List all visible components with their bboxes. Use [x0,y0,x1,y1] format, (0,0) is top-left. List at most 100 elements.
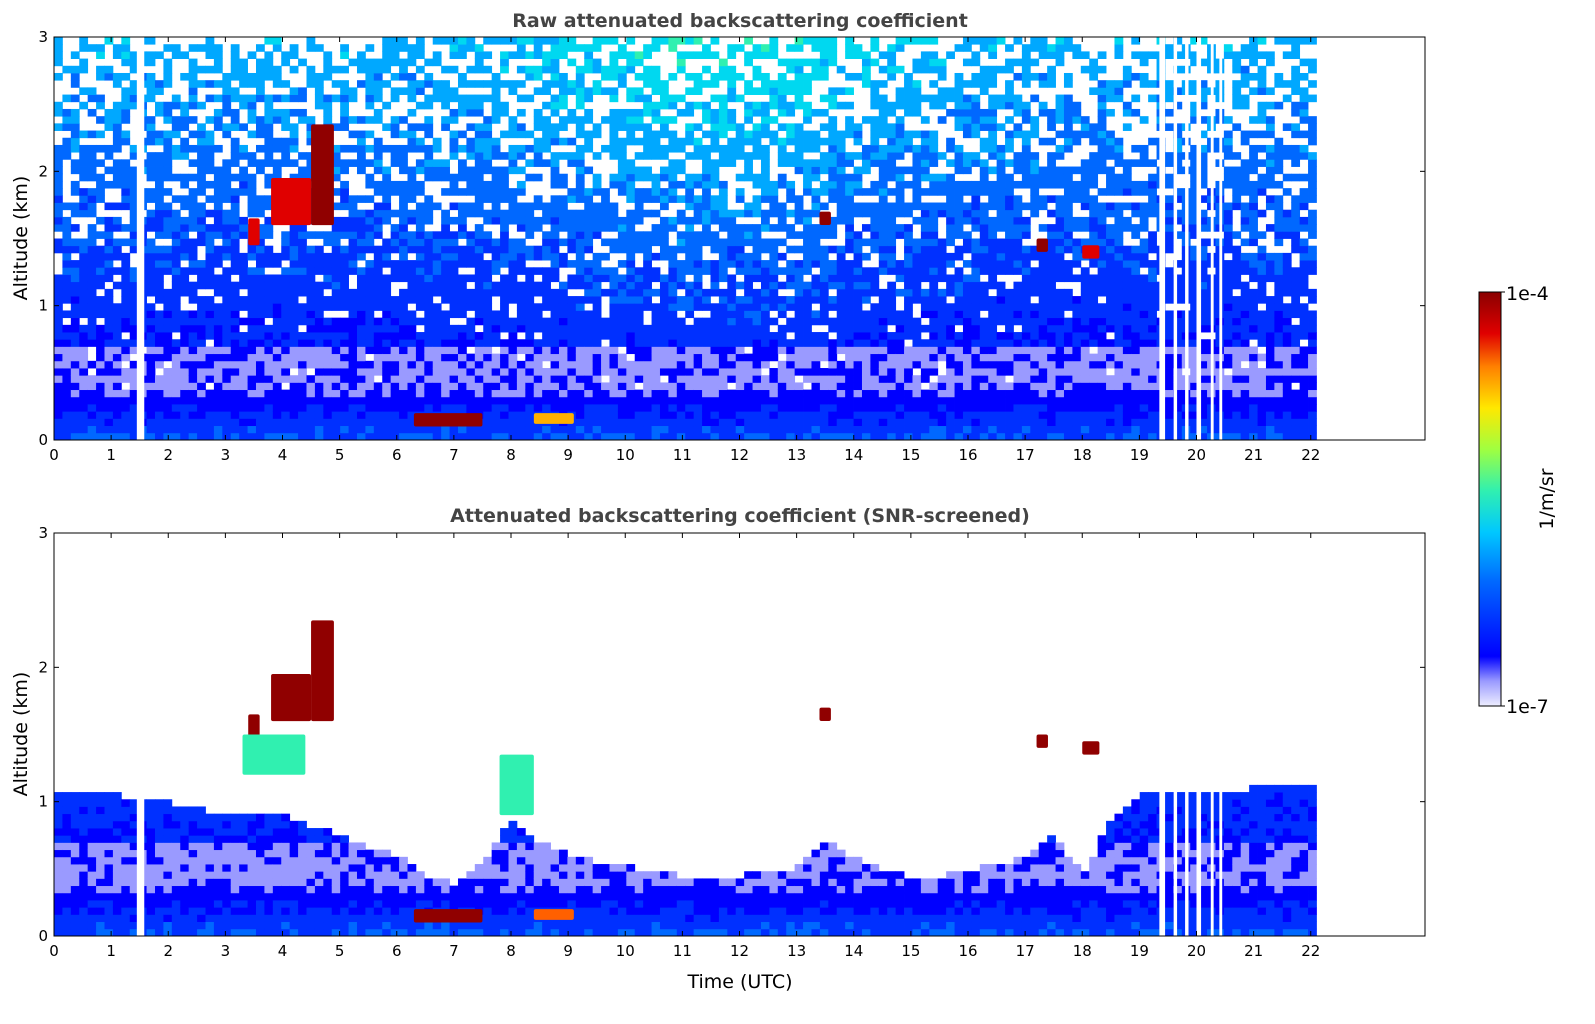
heatmap-cell [112,238,122,247]
heatmap-cell [306,404,316,412]
heatmap-cell [348,382,358,391]
heatmap-cell [1005,303,1014,311]
heatmap-cell [54,159,63,167]
heatmap-cell [54,238,63,247]
heatmap-cell [744,130,753,139]
heatmap-cell [239,296,248,304]
heatmap-cell [617,324,627,333]
heatmap-cell [155,252,164,261]
heatmap-cell [575,404,585,412]
heatmap-cell [870,375,880,383]
heatmap-cell [474,389,484,398]
heatmap-cell [996,144,1006,153]
heatmap-cell [558,123,568,131]
heatmap-cell [155,317,164,326]
heatmap-cell [222,224,232,232]
heatmap-cell [685,252,695,261]
heatmap-cell [601,202,610,211]
heatmap-cell [870,188,880,196]
heatmap-cell [887,58,897,67]
heatmap-cell [777,267,787,275]
heatmap-cell [441,375,450,383]
heatmap-cell [592,152,602,160]
heatmap-cell [365,238,375,247]
heatmap-cell [79,87,89,95]
heatmap-cell [887,382,897,391]
heatmap-cell [685,245,695,254]
heatmap-cell [356,209,366,218]
heatmap-cell [373,65,383,74]
heatmap-cell [239,252,248,261]
heatmap-cell [432,267,442,275]
heatmap-cell [171,404,181,412]
heatmap-cell [79,281,89,290]
heatmap-cell [163,389,173,398]
heatmap-cell [954,116,964,124]
heatmap-cell [727,137,737,146]
heatmap-cell [508,37,518,45]
heatmap-cell [878,368,888,376]
heatmap-cell [962,375,972,383]
heatmap-cell [853,418,863,427]
heatmap-cell [626,324,636,333]
heatmap-cell [870,288,880,297]
heatmap-cell [937,152,947,160]
heatmap-cell [601,87,610,95]
heatmap-cell [828,224,838,232]
heatmap-cell [962,360,972,369]
heatmap-cell [96,324,105,333]
heatmap-cell [281,123,291,131]
heatmap-cell [634,375,644,383]
heatmap-cell [601,368,610,376]
heatmap-cell [247,209,257,218]
heatmap-cell [744,231,753,239]
heatmap-cell [104,116,114,124]
heatmap-cell [861,188,871,196]
heatmap-cell [104,144,114,153]
heatmap-cell [845,317,854,326]
heatmap-cell [803,396,812,405]
heatmap-cell [533,123,543,131]
heatmap-cell [954,411,964,419]
heatmap-cell [424,80,434,88]
heatmap-cell [702,209,711,218]
heatmap-cell [407,144,417,153]
heatmap-cell [525,324,535,333]
heatmap-cell [735,231,745,239]
heatmap-cell [466,166,476,175]
heatmap-cell [205,310,215,319]
heatmap-cell [659,116,669,124]
heatmap-cell [197,346,206,355]
heatmap-cell [634,245,644,254]
heatmap-cell [937,418,947,427]
heatmap-cell [542,231,551,239]
heatmap-cell [702,130,711,139]
heatmap-cell [382,37,392,45]
heatmap-cell [281,288,291,297]
heatmap-cell [272,418,282,427]
heatmap-cell [466,245,476,254]
heatmap-cell [264,202,274,211]
heatmap-cell [314,425,324,434]
heatmap-cell [365,274,375,283]
heatmap-cell [188,296,198,304]
heatmap-cell [634,231,644,239]
heatmap-cell [365,389,375,398]
heatmap-cell [197,80,206,88]
heatmap-cell [491,72,501,81]
heatmap-cell [390,339,400,347]
heatmap-cell [87,382,97,391]
heatmap-cell [331,346,341,355]
heatmap-cell [735,72,745,81]
heatmap-cell [197,159,206,167]
heatmap-cell [163,267,173,275]
heatmap-cell [171,195,181,203]
heatmap-cell [365,375,375,383]
heatmap-cell [904,375,913,383]
heatmap-cell [659,231,669,239]
heatmap-cell [197,303,206,311]
heatmap-cell [643,411,652,419]
heatmap-cell [298,382,307,391]
heatmap-cell [508,404,518,412]
heatmap-cell [415,432,425,441]
